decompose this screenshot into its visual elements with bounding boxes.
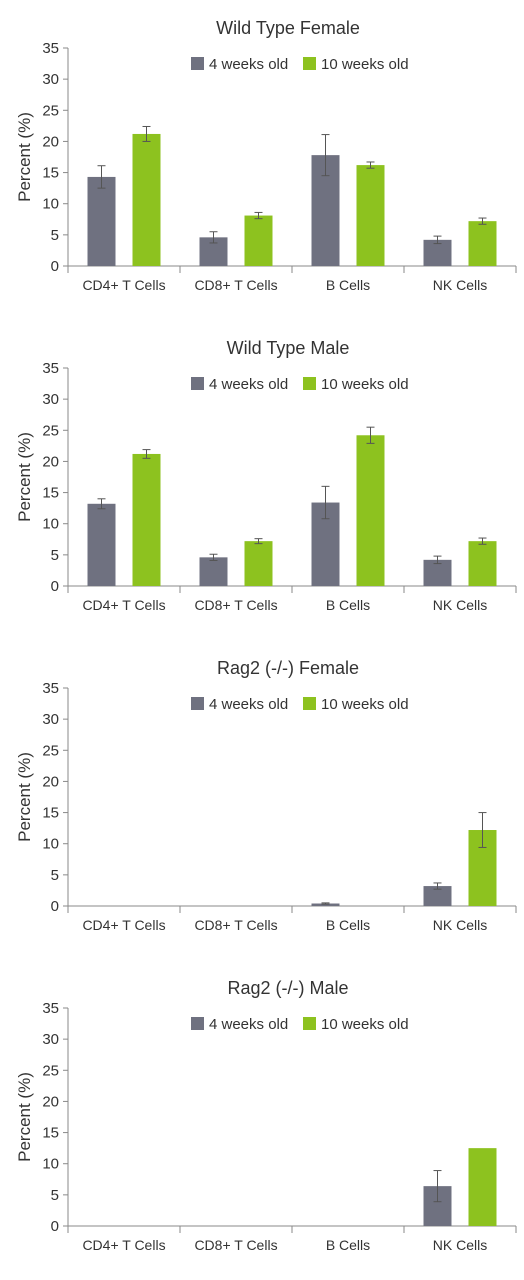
y-tick-label: 10 [42, 1156, 59, 1173]
bar-chart: Rag2 (-/-) Male Percent (%) 0 5 10 15 20 25 30 35… [15, 978, 517, 1253]
chart-panel: Wild Type Female Percent (%) 0 5 10 15 20 25 30 3… [0, 0, 524, 320]
bar-chart: Wild Type Male Percent (%) 0 5 10 15 20 25 30 35 C… [15, 338, 517, 613]
legend-label: 4 weeks old [209, 376, 288, 393]
bar [87, 176, 116, 266]
chart-panel: Rag2 (-/-) Female Percent (%) 0 5 10 15 20 25 30… [0, 640, 524, 960]
bar [87, 503, 116, 586]
x-tick-label: CD4+ T Cells [82, 277, 165, 293]
y-tick-label: 5 [51, 547, 59, 564]
bar [132, 133, 161, 266]
y-tick-label: 10 [42, 836, 59, 853]
y-tick-label: 10 [42, 196, 59, 213]
y-axis-label: Percent (%) [15, 432, 34, 522]
y-tick-label: 15 [42, 485, 59, 502]
chart-panel: Wild Type Male Percent (%) 0 5 10 15 20 25 30 35 C… [0, 320, 524, 640]
y-tick-label: 10 [42, 516, 59, 533]
legend-swatch [191, 697, 204, 710]
y-tick-label: 35 [42, 1000, 59, 1017]
x-tick-label: B Cells [326, 917, 370, 933]
legend-swatch [191, 377, 204, 390]
x-tick-label: B Cells [326, 597, 370, 613]
y-tick-label: 30 [42, 1031, 59, 1048]
y-tick-label: 5 [51, 1187, 59, 1204]
bar [468, 1148, 497, 1226]
bar [244, 541, 273, 586]
y-tick-label: 15 [42, 805, 59, 822]
y-tick-label: 5 [51, 867, 59, 884]
bar [199, 557, 228, 586]
y-axis-label: Percent (%) [15, 112, 34, 202]
y-tick-label: 25 [42, 742, 59, 759]
legend-swatch [303, 377, 316, 390]
legend-label: 4 weeks old [209, 1016, 288, 1033]
x-tick-label: CD8+ T Cells [194, 1237, 277, 1253]
bar [423, 886, 452, 906]
legend-swatch [191, 1017, 204, 1030]
x-tick-label: B Cells [326, 277, 370, 293]
legend-label: 10 weeks old [321, 376, 409, 393]
x-tick-label: NK Cells [433, 1237, 487, 1253]
y-tick-label: 25 [42, 422, 59, 439]
legend-label: 10 weeks old [321, 1016, 409, 1033]
y-tick-label: 15 [42, 1125, 59, 1142]
y-tick-label: 5 [51, 227, 59, 244]
y-tick-label: 35 [42, 40, 59, 57]
chart-title: Wild Type Male [227, 338, 350, 358]
bar-chart: Wild Type Female Percent (%) 0 5 10 15 20 25 30 3… [15, 18, 517, 293]
legend-swatch [303, 57, 316, 70]
bar [468, 541, 497, 586]
x-tick-label: CD8+ T Cells [194, 597, 277, 613]
y-tick-label: 0 [51, 578, 59, 595]
y-tick-label: 20 [42, 1093, 59, 1110]
chart-title: Rag2 (-/-) Male [227, 978, 348, 998]
x-tick-label: CD8+ T Cells [194, 917, 277, 933]
legend-label: 10 weeks old [321, 56, 409, 73]
y-tick-label: 30 [42, 71, 59, 88]
y-axis-label: Percent (%) [15, 1072, 34, 1162]
y-axis-label: Percent (%) [15, 752, 34, 842]
bar [132, 453, 161, 586]
y-tick-label: 30 [42, 391, 59, 408]
y-tick-label: 0 [51, 898, 59, 915]
chart-panel: Rag2 (-/-) Male Percent (%) 0 5 10 15 20 25 30 35… [0, 960, 524, 1280]
x-tick-label: CD4+ T Cells [82, 917, 165, 933]
legend-label: 10 weeks old [321, 696, 409, 713]
legend-label: 4 weeks old [209, 56, 288, 73]
y-tick-label: 30 [42, 711, 59, 728]
bar [311, 903, 340, 906]
bar [244, 215, 273, 266]
y-tick-label: 0 [51, 1218, 59, 1235]
x-tick-label: B Cells [326, 1237, 370, 1253]
x-tick-label: NK Cells [433, 917, 487, 933]
x-tick-label: CD4+ T Cells [82, 1237, 165, 1253]
x-tick-label: NK Cells [433, 277, 487, 293]
bar [356, 165, 385, 266]
bar [356, 435, 385, 586]
y-tick-label: 15 [42, 165, 59, 182]
chart-title: Rag2 (-/-) Female [217, 658, 359, 678]
y-tick-label: 35 [42, 360, 59, 377]
legend-swatch [191, 57, 204, 70]
y-tick-label: 25 [42, 102, 59, 119]
bar [468, 221, 497, 266]
legend-swatch [303, 1017, 316, 1030]
legend-label: 4 weeks old [209, 696, 288, 713]
y-tick-label: 20 [42, 453, 59, 470]
x-tick-label: NK Cells [433, 597, 487, 613]
bar [423, 239, 452, 266]
x-tick-label: CD8+ T Cells [194, 277, 277, 293]
legend-swatch [303, 697, 316, 710]
bar [423, 559, 452, 586]
y-tick-label: 0 [51, 258, 59, 275]
x-tick-label: CD4+ T Cells [82, 597, 165, 613]
y-tick-label: 20 [42, 133, 59, 150]
y-tick-label: 25 [42, 1062, 59, 1079]
bar-chart: Rag2 (-/-) Female Percent (%) 0 5 10 15 20 25 30… [15, 658, 517, 933]
y-tick-label: 35 [42, 680, 59, 697]
chart-title: Wild Type Female [216, 18, 360, 38]
y-tick-label: 20 [42, 773, 59, 790]
